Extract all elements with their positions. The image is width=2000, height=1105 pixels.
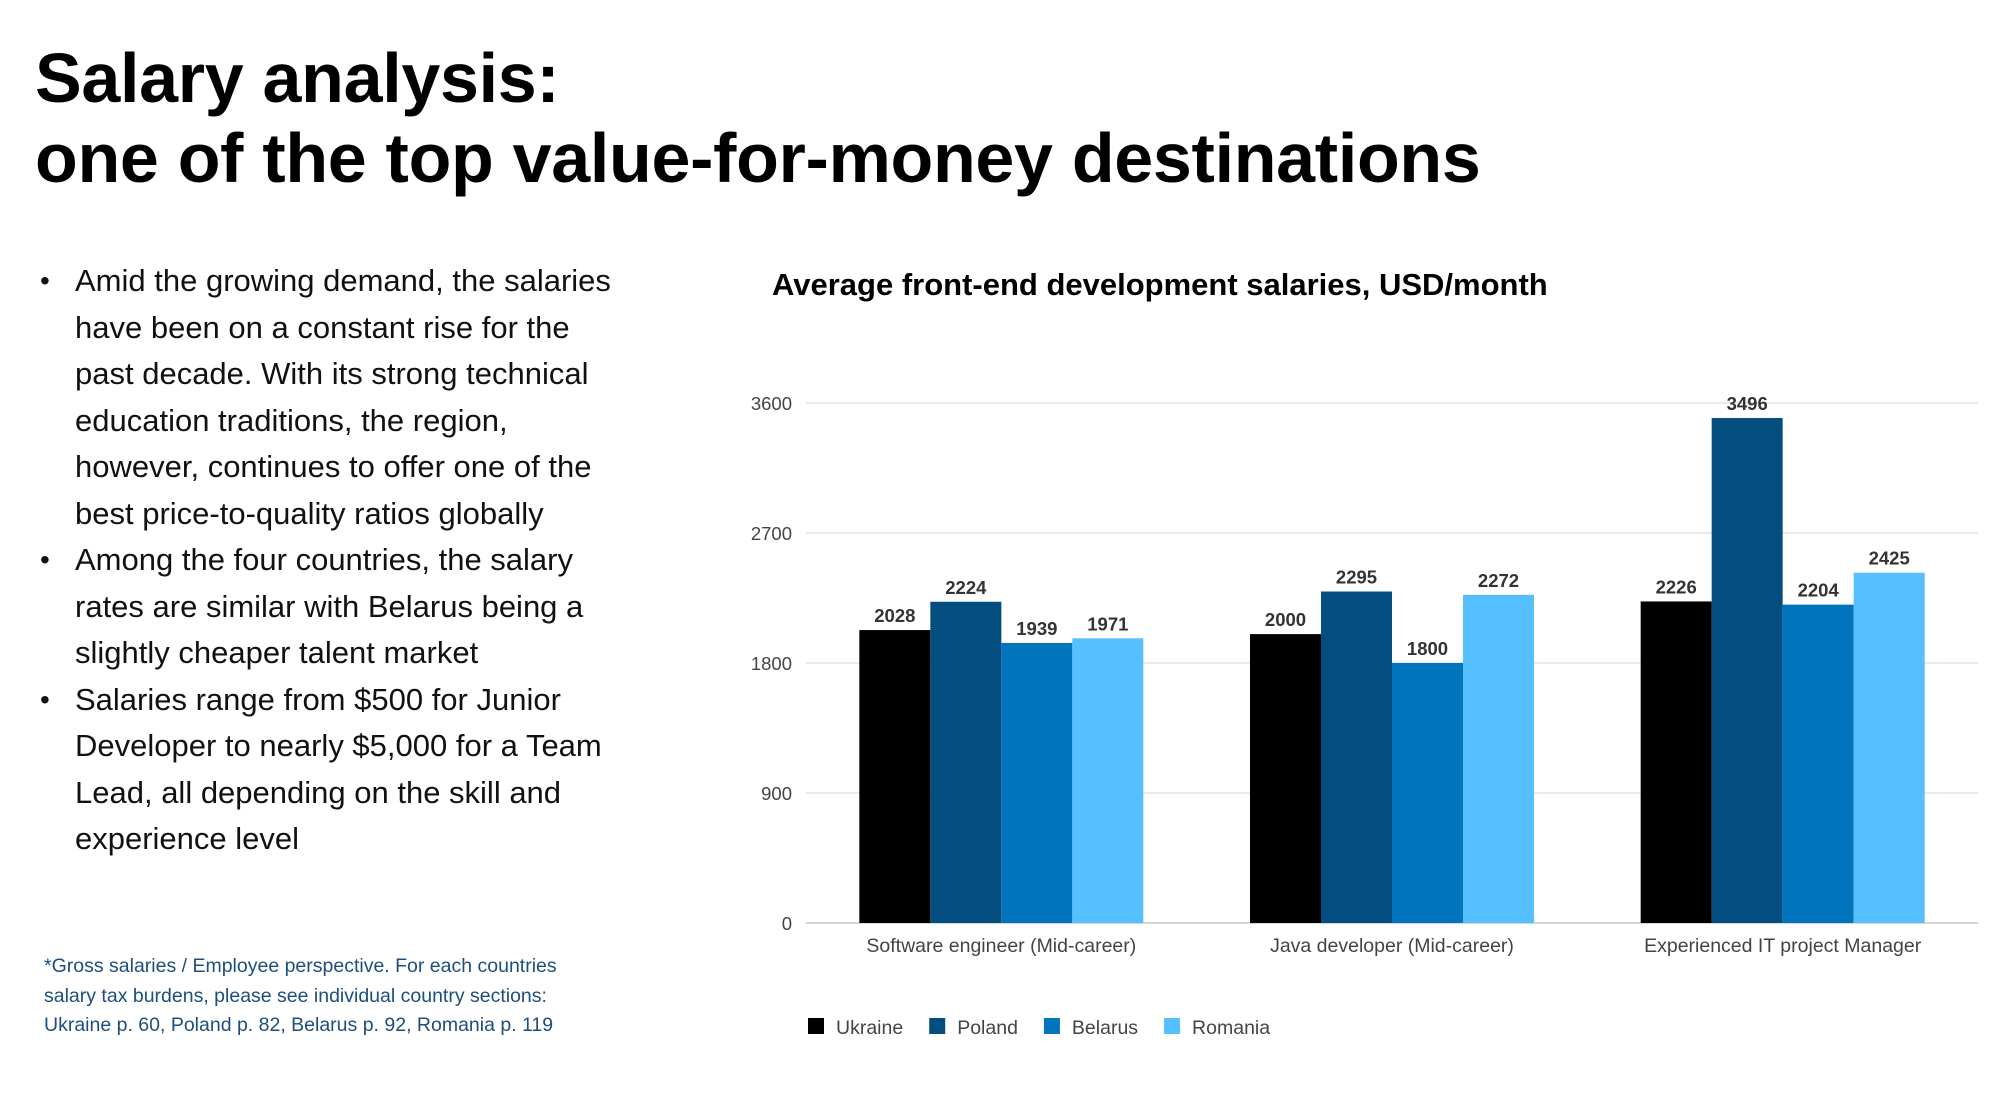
legend-label: Belarus	[1072, 1017, 1138, 1039]
footnote-line: salary tax burdens, please see individua…	[44, 984, 547, 1007]
legend-label: Ukraine	[836, 1017, 903, 1039]
bullet-item: Salaries range from $500 for Junior Deve…	[40, 677, 620, 863]
legend-swatch	[1043, 1018, 1060, 1034]
footnote-line: Ukraine p. 60, Poland p. 82, Belarus p. …	[44, 1014, 554, 1036]
bar	[1853, 572, 1925, 923]
category-label: Software engineer (Mid-career)	[866, 935, 1136, 957]
bar	[859, 630, 931, 923]
footnote: *Gross salaries / Employee perspective. …	[44, 952, 644, 1041]
bar	[1321, 591, 1392, 923]
bar	[1640, 601, 1712, 923]
data-label: 3496	[1727, 393, 1768, 414]
legend-swatch	[808, 1018, 824, 1034]
footnote-line: *Gross salaries / Employee perspective. …	[44, 955, 557, 977]
bar	[1072, 638, 1144, 923]
y-tick-label: 0	[782, 913, 792, 934]
page-title-line-2: one of the top value-for-money destinati…	[35, 119, 1481, 197]
data-label: 2272	[1478, 570, 1519, 591]
data-label: 2226	[1656, 576, 1697, 597]
y-tick-label: 2700	[751, 523, 792, 544]
data-label: 1939	[1016, 618, 1057, 639]
bar	[1392, 663, 1463, 923]
bar	[1782, 604, 1854, 923]
bar	[1250, 634, 1321, 923]
y-tick-label: 1800	[751, 653, 792, 674]
bullet-item: Among the four countries, the salary rat…	[40, 537, 620, 677]
legend-swatch	[1164, 1018, 1181, 1034]
bar	[1001, 642, 1073, 923]
legend-label: Poland	[957, 1017, 1018, 1039]
legend-label: Romania	[1192, 1017, 1270, 1039]
data-label: 2224	[945, 577, 987, 598]
data-label: 2204	[1798, 580, 1840, 601]
data-label: 2028	[874, 605, 915, 626]
category-label: Java developer (Mid-career)	[1270, 935, 1514, 957]
category-label: Experienced IT project Manager	[1644, 935, 1922, 957]
data-label: 2000	[1265, 609, 1306, 630]
page-title: Salary analysis: one of the top value-fo…	[35, 38, 1481, 198]
bar	[1463, 594, 1534, 923]
data-label: 1971	[1087, 613, 1128, 634]
data-label: 1800	[1407, 638, 1448, 659]
page-title-line-1: Salary analysis:	[35, 39, 560, 117]
data-label: 2295	[1336, 567, 1377, 588]
bullet-item: Amid the growing demand, the salaries ha…	[40, 258, 620, 537]
data-label: 2425	[1869, 548, 1910, 569]
y-tick-label: 3600	[751, 393, 792, 414]
bullet-list: Amid the growing demand, the salaries ha…	[40, 258, 620, 863]
chart-title: Average front-end development salaries, …	[772, 267, 1548, 302]
bar	[1711, 418, 1783, 923]
y-tick-label: 900	[761, 783, 792, 804]
legend-swatch	[929, 1018, 946, 1034]
bar	[930, 601, 1002, 923]
